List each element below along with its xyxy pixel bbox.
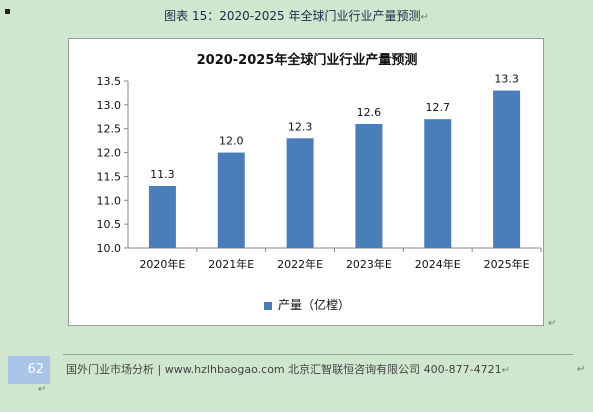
x-tick-label: 2023年E (346, 257, 392, 271)
y-tick-label: 12.0 (97, 147, 122, 160)
y-tick-label: 12.5 (97, 123, 122, 136)
data-label: 12.0 (219, 135, 244, 148)
footer-divider (63, 354, 573, 355)
x-tick-label: 2025年E (484, 257, 530, 271)
data-label: 12.7 (426, 101, 451, 114)
bar (148, 185, 176, 248)
y-tick-label: 13.5 (97, 75, 122, 88)
bar (493, 90, 521, 248)
data-label: 13.3 (494, 73, 519, 86)
bar (286, 138, 314, 248)
bar-chart: 10.0 10.5 11.0 11.5 12.0 12.5 13.0 13.5 11.3 2020… (97, 73, 542, 271)
paragraph-mark: ↵ (501, 365, 510, 376)
y-tick-label: 10.5 (97, 218, 122, 231)
page-number-badge: 62 (8, 356, 50, 384)
x-tick-label: 2024年E (415, 257, 461, 271)
chart-area: 2020-2025年全球门业行业产量预测 10.0 10.5 11.0 11.5 12.… (68, 38, 544, 326)
figure-caption: 图表 15：2020-2025 年全球门业行业产量预测↵ (0, 7, 593, 24)
data-label: 12.6 (357, 106, 382, 119)
y-tick-label: 10.0 (97, 242, 122, 255)
legend-swatch (263, 301, 272, 310)
data-label: 11.3 (150, 168, 175, 181)
list-bullet (5, 9, 10, 14)
x-tick-label: 2021年E (208, 257, 254, 271)
paragraph-mark: ↵ (420, 12, 429, 23)
paragraph-mark: ↵ (38, 384, 47, 395)
footer-company-info: 国外门业市场分析 | www.hzlhbaogao.com 北京汇智联恒咨询有限… (66, 363, 502, 376)
bar (424, 119, 452, 249)
bar (355, 123, 383, 248)
legend-label: 产量（亿樘） (277, 298, 350, 312)
chart-title: 2020-2025年全球门业行业产量预测 (196, 53, 418, 68)
x-tick-label: 2022年E (277, 257, 323, 271)
y-tick-label: 11.0 (97, 194, 122, 207)
figure-caption-text: 图表 15：2020-2025 年全球门业行业产量预测 (164, 9, 421, 23)
bar (217, 152, 245, 248)
chart-legend: 产量（亿樘） (69, 296, 545, 313)
data-label: 12.3 (288, 120, 313, 133)
paragraph-mark: ↵ (548, 318, 557, 329)
x-tick-label: 2020年E (139, 257, 185, 271)
y-tick-label: 13.0 (97, 99, 122, 112)
footer-text: 国外门业市场分析 | www.hzlhbaogao.com 北京汇智联恒咨询有限… (66, 361, 510, 377)
paragraph-mark: ↵ (577, 364, 586, 375)
y-tick-label: 11.5 (97, 170, 122, 183)
